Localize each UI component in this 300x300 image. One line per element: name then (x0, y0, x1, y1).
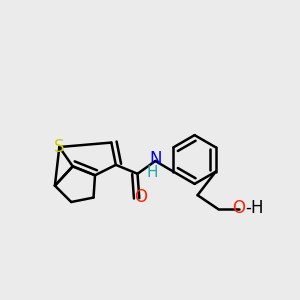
Text: O: O (232, 199, 245, 217)
Text: N: N (149, 150, 162, 168)
Text: S: S (54, 138, 64, 156)
Text: H: H (147, 165, 158, 180)
Text: H: H (251, 199, 263, 217)
Text: -: - (245, 199, 251, 217)
Text: O: O (134, 188, 147, 206)
